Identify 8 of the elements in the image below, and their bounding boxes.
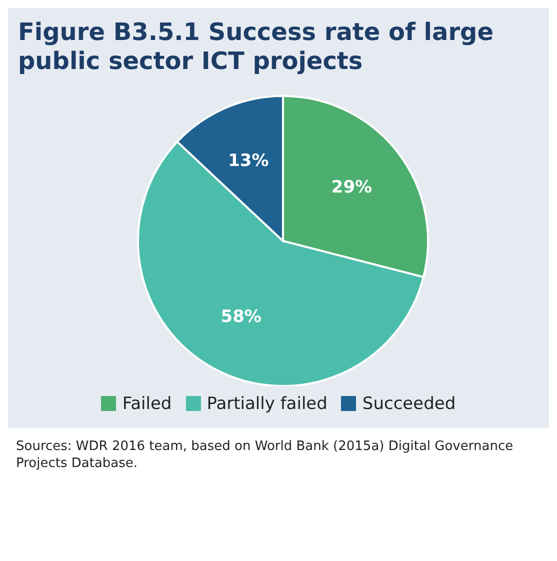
legend-label: Failed — [122, 394, 172, 414]
chart-title: Figure B3.5.1 Success rate of large public sector ICT projects — [18, 18, 494, 76]
data-label: 13% — [228, 150, 269, 171]
legend-label: Partially failed — [206, 394, 328, 414]
legend-label: Succeeded — [362, 394, 456, 414]
source-note: Sources: WDR 2016 team, based on World Bank (2015a) Digital Governance Projects Database. — [15, 438, 514, 473]
data-label: 29% — [331, 177, 372, 198]
data-label: 58% — [220, 306, 262, 327]
